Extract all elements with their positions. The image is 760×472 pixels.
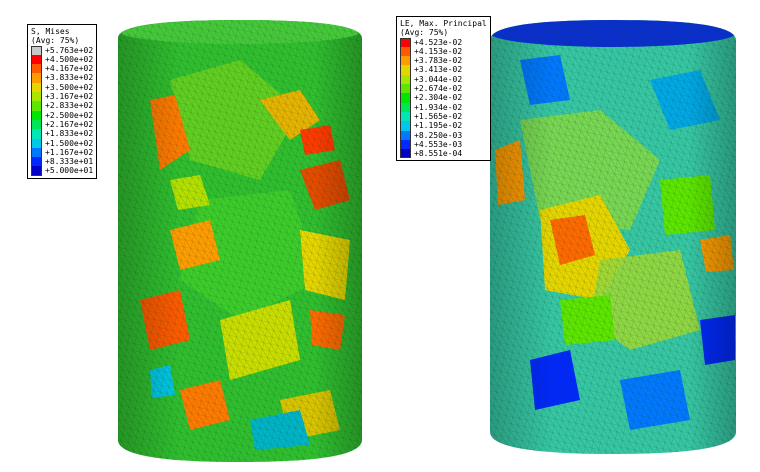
right-legend-swatch (400, 56, 411, 66)
right-legend-swatch (400, 84, 411, 94)
right-legend-entry: +4.523e-02 (400, 37, 487, 47)
right-legend-entry: +3.783e-02 (400, 56, 487, 66)
right-legend-swatch (400, 130, 411, 140)
left-legend-value: +1.167e+02 (45, 147, 94, 157)
right-legend-swatch (400, 149, 411, 159)
left-legend-value: +2.167e+02 (45, 119, 94, 129)
right-legend-entry: +1.565e-02 (400, 111, 487, 122)
right-legend-value: +3.783e-02 (414, 56, 463, 66)
right-legend-rows: +4.523e-02 +4.153e-02 +3.783e-02 +3.413e-02… (400, 37, 487, 159)
left-legend-swatch (31, 45, 42, 55)
right-legend-entry: +8.551e-04 (400, 149, 487, 159)
left-legend-value: +1.500e+02 (45, 138, 94, 148)
left-legend-subtitle: (Avg: 75%) (31, 36, 80, 46)
left-legend-value: +5.763e+02 (45, 45, 94, 55)
left-legend-entry: +4.500e+02 (31, 54, 94, 65)
left-legend-value: +5.000e+01 (45, 166, 94, 176)
right-legend: LE, Max. Principal (Avg: 75%) +4.523e-02… (396, 16, 491, 162)
right-legend-entry: +4.553e-03 (400, 139, 487, 150)
right-legend-entry: +1.195e-02 (400, 121, 487, 131)
left-legend-swatch (31, 82, 42, 93)
right-legend-value: +2.304e-02 (414, 93, 463, 103)
left-legend-entry: +2.500e+02 (31, 110, 94, 120)
left-legend-swatch (31, 110, 42, 120)
left-legend-swatch (31, 119, 42, 130)
right-legend-value: +4.523e-02 (414, 37, 463, 47)
left-legend-title: S, Mises (31, 27, 70, 36)
right-cylinder-model (490, 20, 736, 454)
left-legend-entry: +5.000e+01 (31, 166, 94, 176)
right-legend-value: +8.551e-04 (414, 149, 463, 159)
right-legend-swatch (400, 121, 411, 131)
right-legend-entry: +3.044e-02 (400, 74, 487, 85)
right-legend-value: +4.553e-03 (414, 139, 463, 149)
right-legend-swatch (400, 74, 411, 85)
left-legend: S, Mises (Avg: 75%) +5.763e+02 +4.500e+02… (27, 24, 98, 179)
right-legend-value: +1.565e-02 (414, 111, 463, 121)
right-legend-swatch (400, 37, 411, 47)
left-legend-value: +3.500e+02 (45, 82, 94, 92)
right-legend-swatch (400, 46, 411, 57)
left-legend-value: +1.833e+02 (45, 129, 94, 139)
right-legend-value: +4.153e-02 (414, 46, 463, 56)
left-legend-rows: +5.763e+02 +4.500e+02 +4.167e+02 +3.833e+02… (31, 45, 94, 176)
left-legend-value: +2.500e+02 (45, 110, 94, 120)
right-legend-value: +1.934e-02 (414, 102, 463, 112)
left-legend-entry: +5.763e+02 (31, 45, 94, 55)
right-legend-value: +8.250e-03 (414, 130, 463, 140)
left-legend-entry: +3.833e+02 (31, 73, 94, 83)
right-legend-swatch (400, 93, 411, 103)
left-legend-swatch (31, 101, 42, 111)
left-legend-entry: +1.833e+02 (31, 129, 94, 139)
right-legend-entry: +1.934e-02 (400, 102, 487, 112)
left-legend-entry: +1.167e+02 (31, 147, 94, 158)
left-legend-entry: +3.500e+02 (31, 82, 94, 93)
left-legend-entry: +3.167e+02 (31, 92, 94, 102)
left-legend-swatch (31, 54, 42, 65)
left-legend-entry: +2.833e+02 (31, 101, 94, 111)
left-legend-entry: +4.167e+02 (31, 64, 94, 74)
left-legend-entry: +1.500e+02 (31, 138, 94, 148)
left-legend-swatch (31, 64, 42, 74)
left-legend-value: +8.333e+01 (45, 157, 94, 167)
right-legend-swatch (400, 111, 411, 122)
left-legend-swatch (31, 129, 42, 139)
left-legend-swatch (31, 73, 42, 83)
left-legend-value: +3.167e+02 (45, 92, 94, 102)
right-legend-title: LE, Max. Principal (400, 19, 487, 28)
right-legend-entry: +4.153e-02 (400, 46, 487, 57)
left-legend-value: +4.500e+02 (45, 54, 94, 64)
left-legend-entry: +8.333e+01 (31, 157, 94, 167)
left-cylinder-model (118, 20, 362, 462)
right-legend-value: +2.674e-02 (414, 84, 463, 94)
right-legend-value: +1.195e-02 (414, 121, 463, 131)
right-legend-value: +3.044e-02 (414, 74, 463, 84)
right-legend-swatch (400, 102, 411, 112)
right-legend-swatch (400, 65, 411, 75)
right-legend-swatch (400, 139, 411, 150)
right-legend-entry: +8.250e-03 (400, 130, 487, 140)
left-legend-swatch (31, 147, 42, 158)
right-legend-value: +3.413e-02 (414, 65, 463, 75)
left-legend-entry: +2.167e+02 (31, 119, 94, 130)
right-legend-entry: +2.674e-02 (400, 84, 487, 94)
right-legend-entry: +2.304e-02 (400, 93, 487, 103)
left-legend-swatch (31, 166, 42, 176)
left-legend-value: +4.167e+02 (45, 64, 94, 74)
left-legend-value: +2.833e+02 (45, 101, 94, 111)
left-legend-swatch (31, 92, 42, 102)
left-legend-swatch (31, 157, 42, 167)
left-legend-value: +3.833e+02 (45, 73, 94, 83)
left-legend-swatch (31, 138, 42, 148)
right-legend-entry: +3.413e-02 (400, 65, 487, 75)
right-legend-subtitle: (Avg: 75%) (400, 28, 449, 38)
